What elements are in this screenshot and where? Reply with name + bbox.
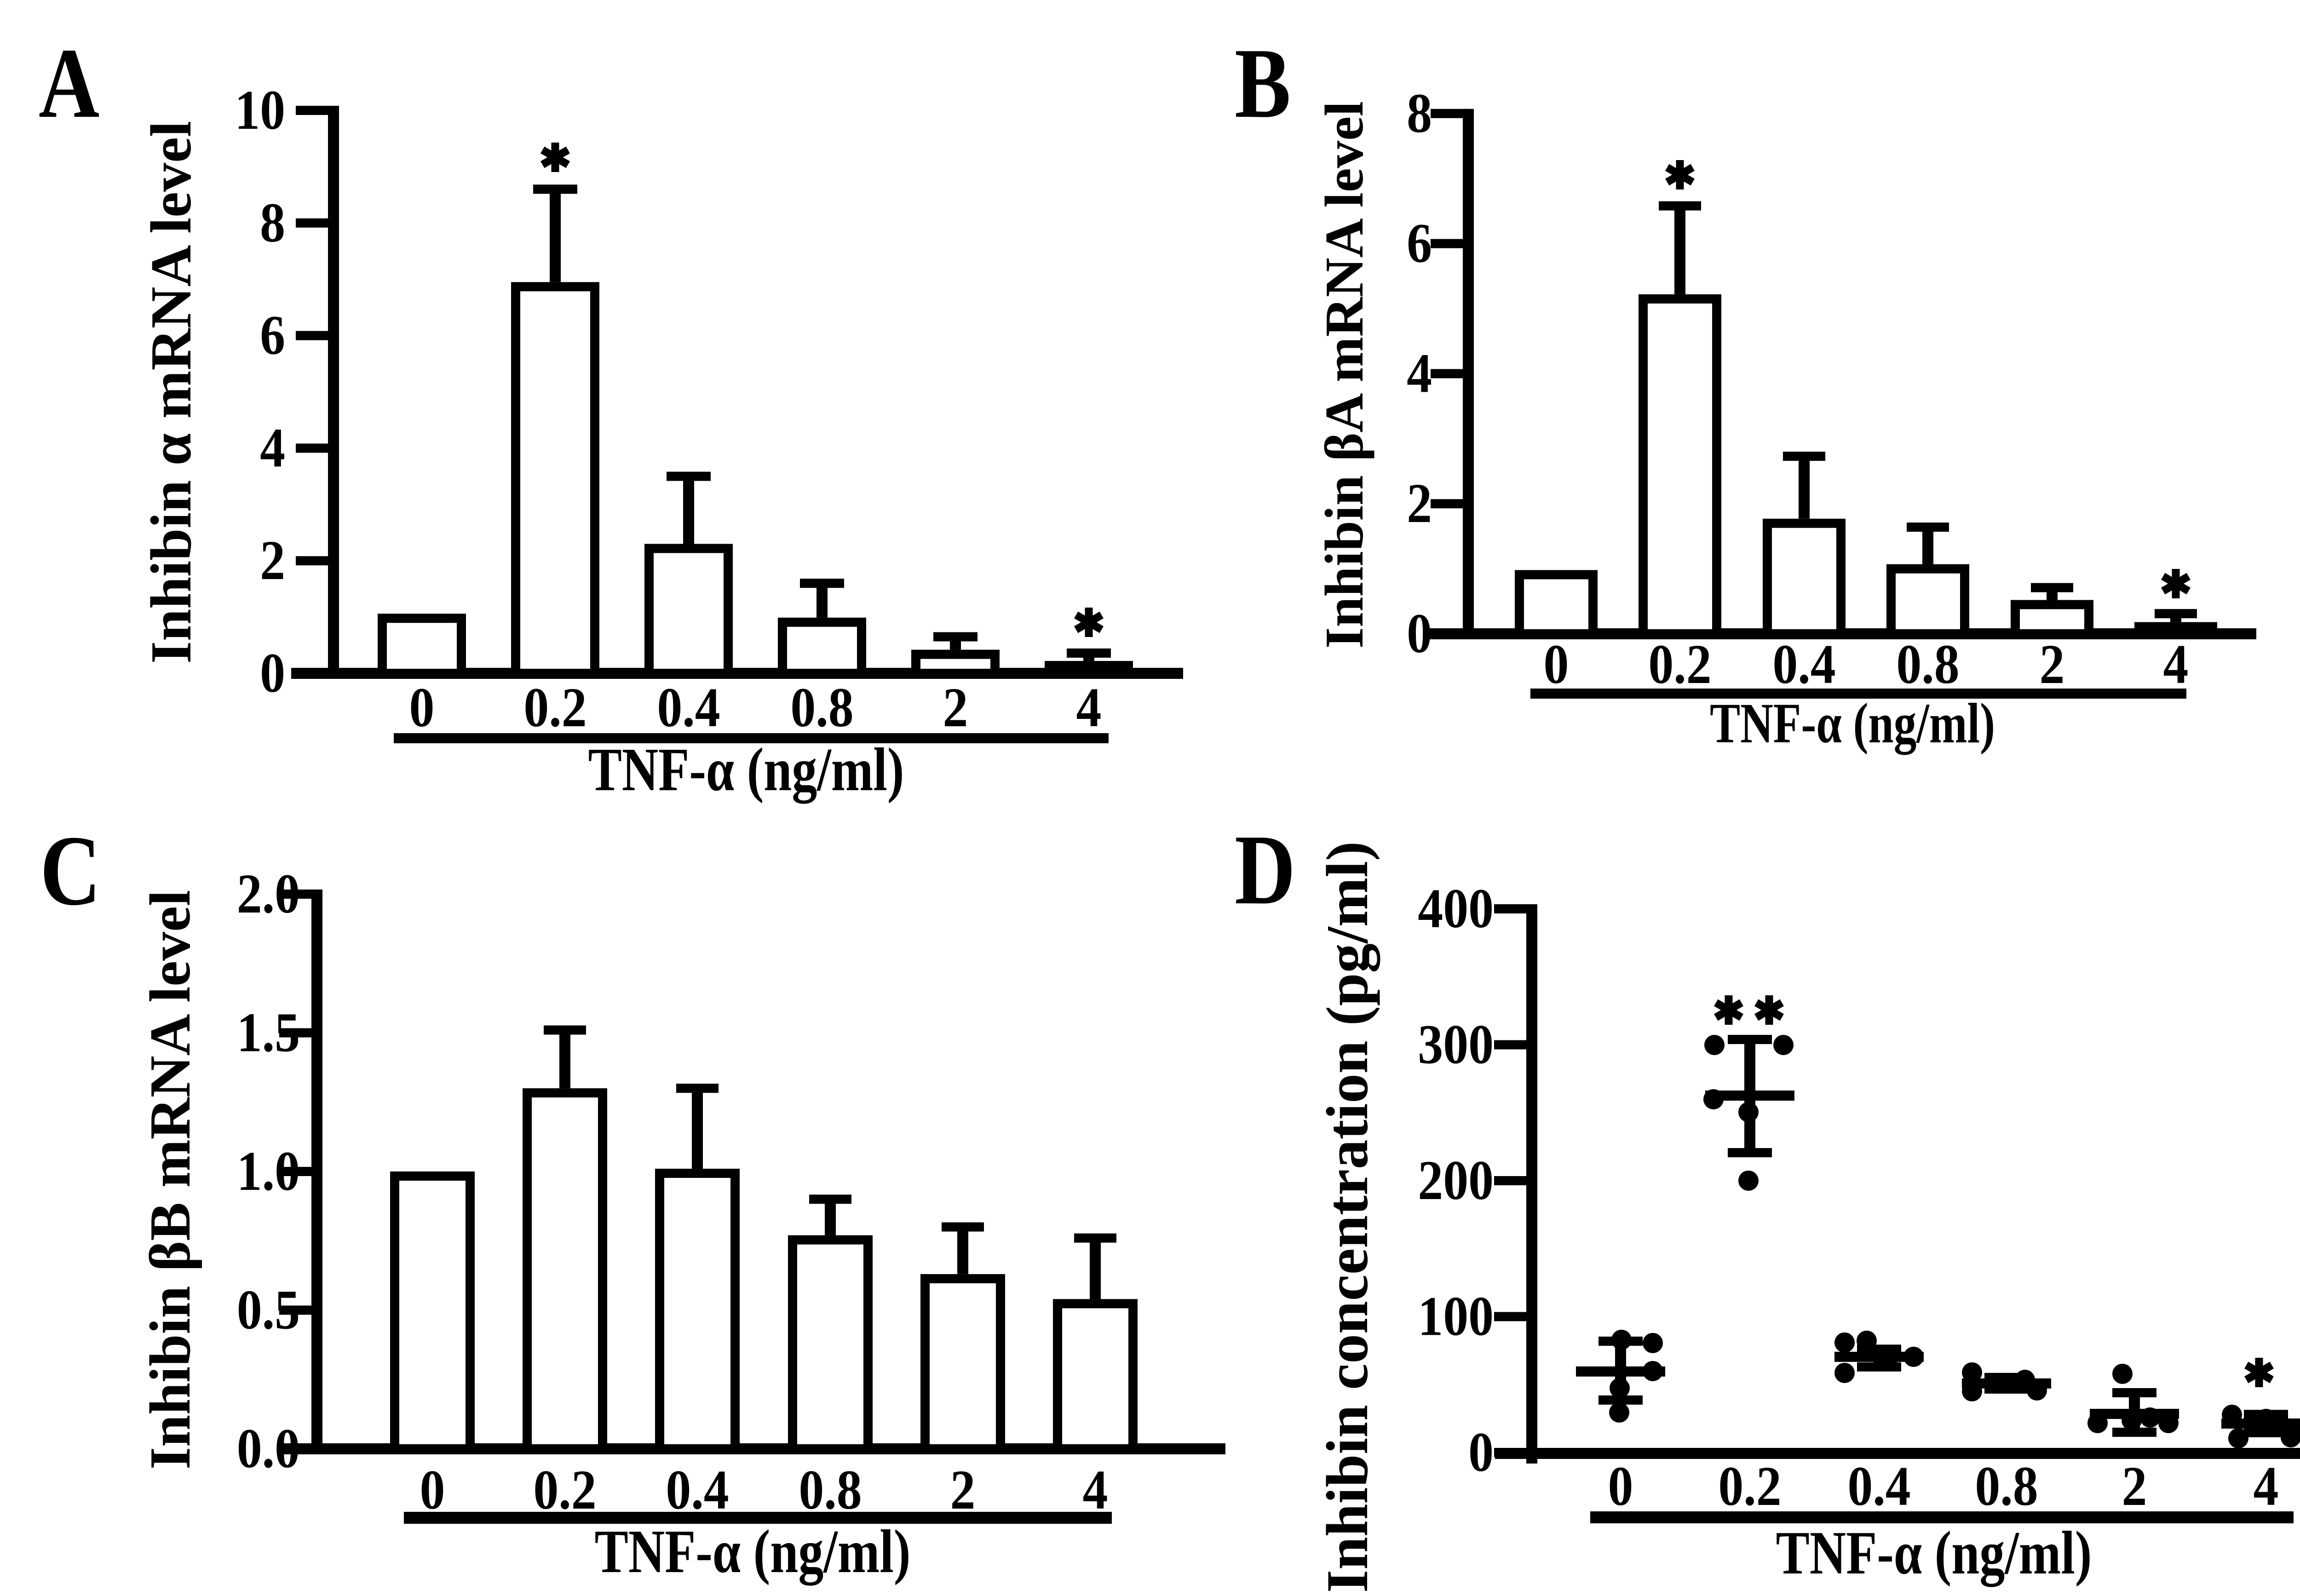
svg-text:0.8: 0.8 (1975, 1456, 2038, 1518)
svg-text:8: 8 (260, 192, 285, 254)
svg-text:0.2: 0.2 (1648, 634, 1711, 696)
svg-text:0.5: 0.5 (237, 1279, 300, 1341)
svg-text:0.4: 0.4 (1772, 634, 1835, 696)
svg-text:2.0: 2.0 (237, 863, 300, 925)
svg-text:0: 0 (409, 677, 435, 739)
svg-text:4: 4 (260, 417, 285, 479)
svg-text:400: 400 (1418, 878, 1494, 940)
svg-text:TNF-α (ng/ml): TNF-α (ng/ml) (1710, 692, 1995, 755)
svg-text:0.2: 0.2 (523, 677, 586, 739)
svg-text:4: 4 (2163, 634, 2189, 696)
svg-text:D: D (1235, 814, 1295, 925)
svg-text:4: 4 (1083, 1459, 1108, 1521)
svg-text:0.8: 0.8 (1896, 634, 1959, 696)
svg-text:0: 0 (260, 643, 285, 705)
svg-text:4: 4 (1076, 677, 1102, 739)
svg-text:Inhibin α mRNA level: Inhibin α mRNA level (139, 121, 203, 664)
svg-text:0.2: 0.2 (533, 1459, 596, 1521)
svg-text:A: A (39, 28, 99, 138)
svg-text:0: 0 (1608, 1456, 1633, 1518)
svg-text:0.8: 0.8 (799, 1459, 862, 1521)
svg-text:C: C (40, 815, 101, 926)
svg-text:0.2: 0.2 (1718, 1456, 1781, 1518)
svg-text:0: 0 (420, 1459, 445, 1521)
svg-text:2: 2 (943, 677, 968, 739)
svg-text:TNF-α (ng/ml): TNF-α (ng/ml) (595, 1517, 911, 1586)
svg-text:2: 2 (1407, 473, 1432, 535)
svg-text:0.4: 0.4 (666, 1459, 729, 1521)
svg-text:0: 0 (1544, 634, 1569, 696)
svg-text:4: 4 (1407, 343, 1432, 405)
svg-text:2: 2 (950, 1459, 976, 1521)
svg-text:1.5: 1.5 (237, 1002, 300, 1064)
svg-text:6: 6 (1407, 212, 1432, 275)
svg-text:0.4: 0.4 (1847, 1456, 1910, 1518)
svg-text:2: 2 (2040, 634, 2065, 696)
svg-text:0.8: 0.8 (790, 677, 853, 739)
svg-text:100: 100 (1418, 1286, 1494, 1348)
svg-text:Inhibin βB mRNA level: Inhibin βB mRNA level (138, 890, 202, 1470)
svg-text:B: B (1235, 28, 1291, 138)
svg-text:300: 300 (1418, 1014, 1494, 1076)
svg-text:Inhibin concentration (pg/ml): Inhibin concentration (pg/ml) (1314, 841, 1380, 1593)
svg-text:Inhibin βA mRNA level: Inhibin βA mRNA level (1314, 101, 1374, 649)
svg-text:8: 8 (1407, 83, 1432, 145)
svg-text:2: 2 (260, 530, 285, 592)
svg-text:TNF-α (ng/ml): TNF-α (ng/ml) (588, 735, 904, 804)
svg-text:2: 2 (2122, 1456, 2147, 1518)
svg-text:TNF-α (ng/ml): TNF-α (ng/ml) (1776, 1519, 2092, 1587)
svg-text:0.4: 0.4 (657, 677, 720, 739)
svg-text:4: 4 (2254, 1456, 2279, 1518)
svg-text:6: 6 (260, 304, 285, 367)
svg-text:200: 200 (1418, 1150, 1494, 1212)
svg-text:0: 0 (1407, 603, 1432, 665)
svg-text:0: 0 (1468, 1422, 1494, 1484)
svg-text:1.0: 1.0 (237, 1141, 300, 1203)
svg-text:10: 10 (235, 80, 285, 142)
